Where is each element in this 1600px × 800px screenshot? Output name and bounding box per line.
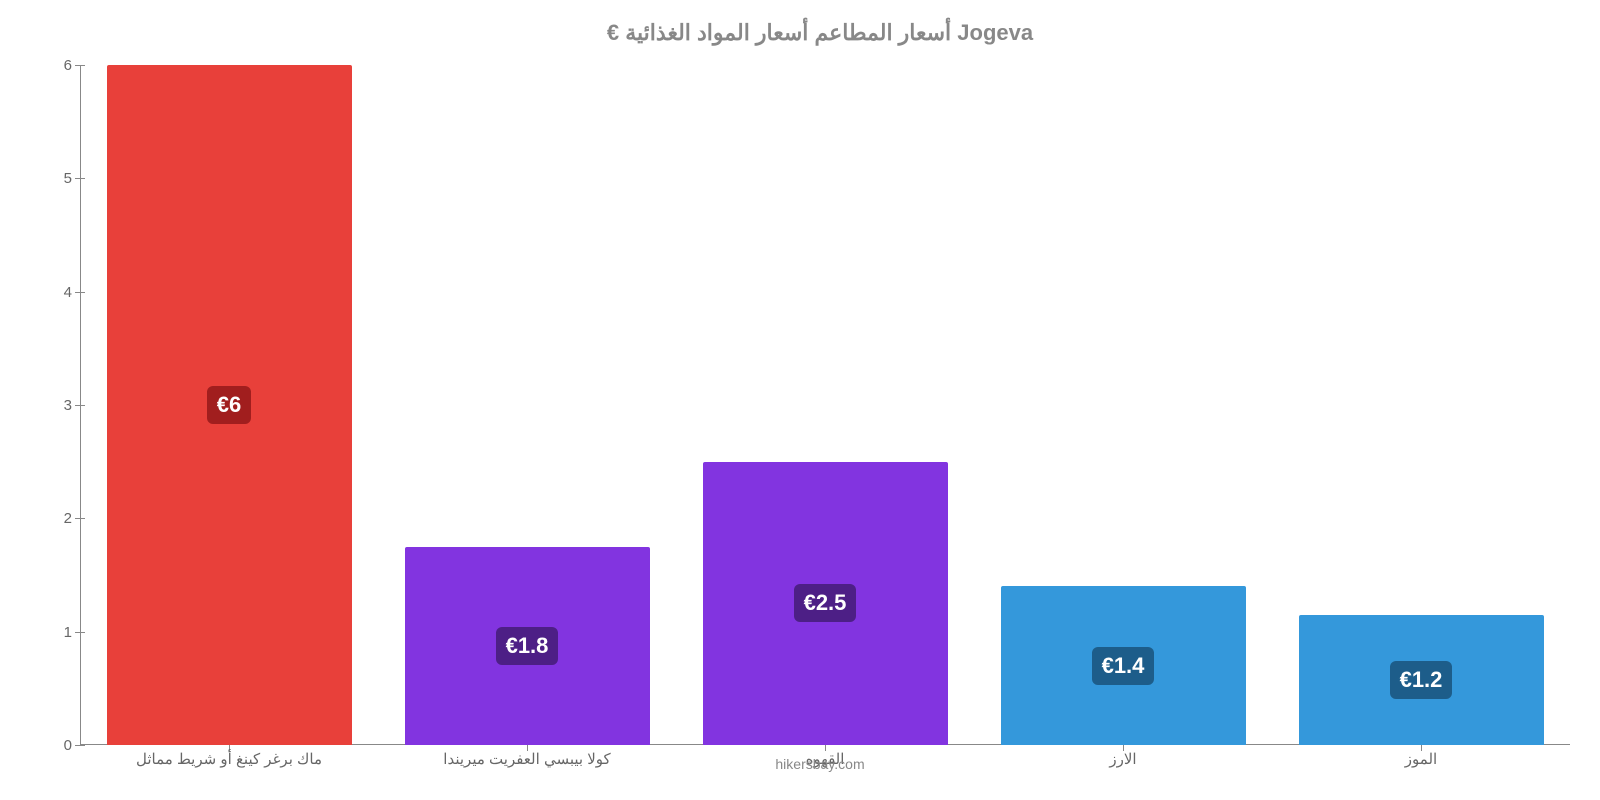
bar-group: €1.2 [1281,65,1561,745]
y-tick: 1 [50,624,80,641]
bar-group: €6 [89,65,369,745]
y-tick: 0 [50,737,80,754]
bar-value-label: €6 [207,386,251,424]
bar-group: €1.4 [983,65,1263,745]
bar-group: €2.5 [685,65,965,745]
y-tick: 3 [50,397,80,414]
y-tick-mark [75,745,85,746]
bar: €1.2 [1299,615,1544,745]
chart-title: Jogeva أسعار المطاعم أسعار المواد الغذائ… [60,20,1580,46]
bar: €1.8 [405,547,650,745]
bar: €6 [107,65,352,745]
y-tick: 5 [50,170,80,187]
y-tick: 6 [50,57,80,74]
y-axis: 0123456 [50,65,80,745]
y-tick: 2 [50,510,80,527]
bar-value-label: €2.5 [794,584,857,622]
bar: €1.4 [1001,586,1246,745]
bar-value-label: €1.8 [496,627,559,665]
chart-container: Jogeva أسعار المطاعم أسعار المواد الغذائ… [60,20,1580,780]
y-tick: 4 [50,284,80,301]
bars-area: €6 €1.8 €2.5 €1.4 €1.2 [80,65,1570,745]
attribution-text: hikersbay.com [60,756,1580,772]
bar: €2.5 [703,462,948,745]
bar-value-label: €1.4 [1092,647,1155,685]
bar-value-label: €1.2 [1390,661,1453,699]
bar-group: €1.8 [387,65,667,745]
plot-area: 0123456 €6€1.8€2.5€1.4€1.2 [80,65,1570,745]
